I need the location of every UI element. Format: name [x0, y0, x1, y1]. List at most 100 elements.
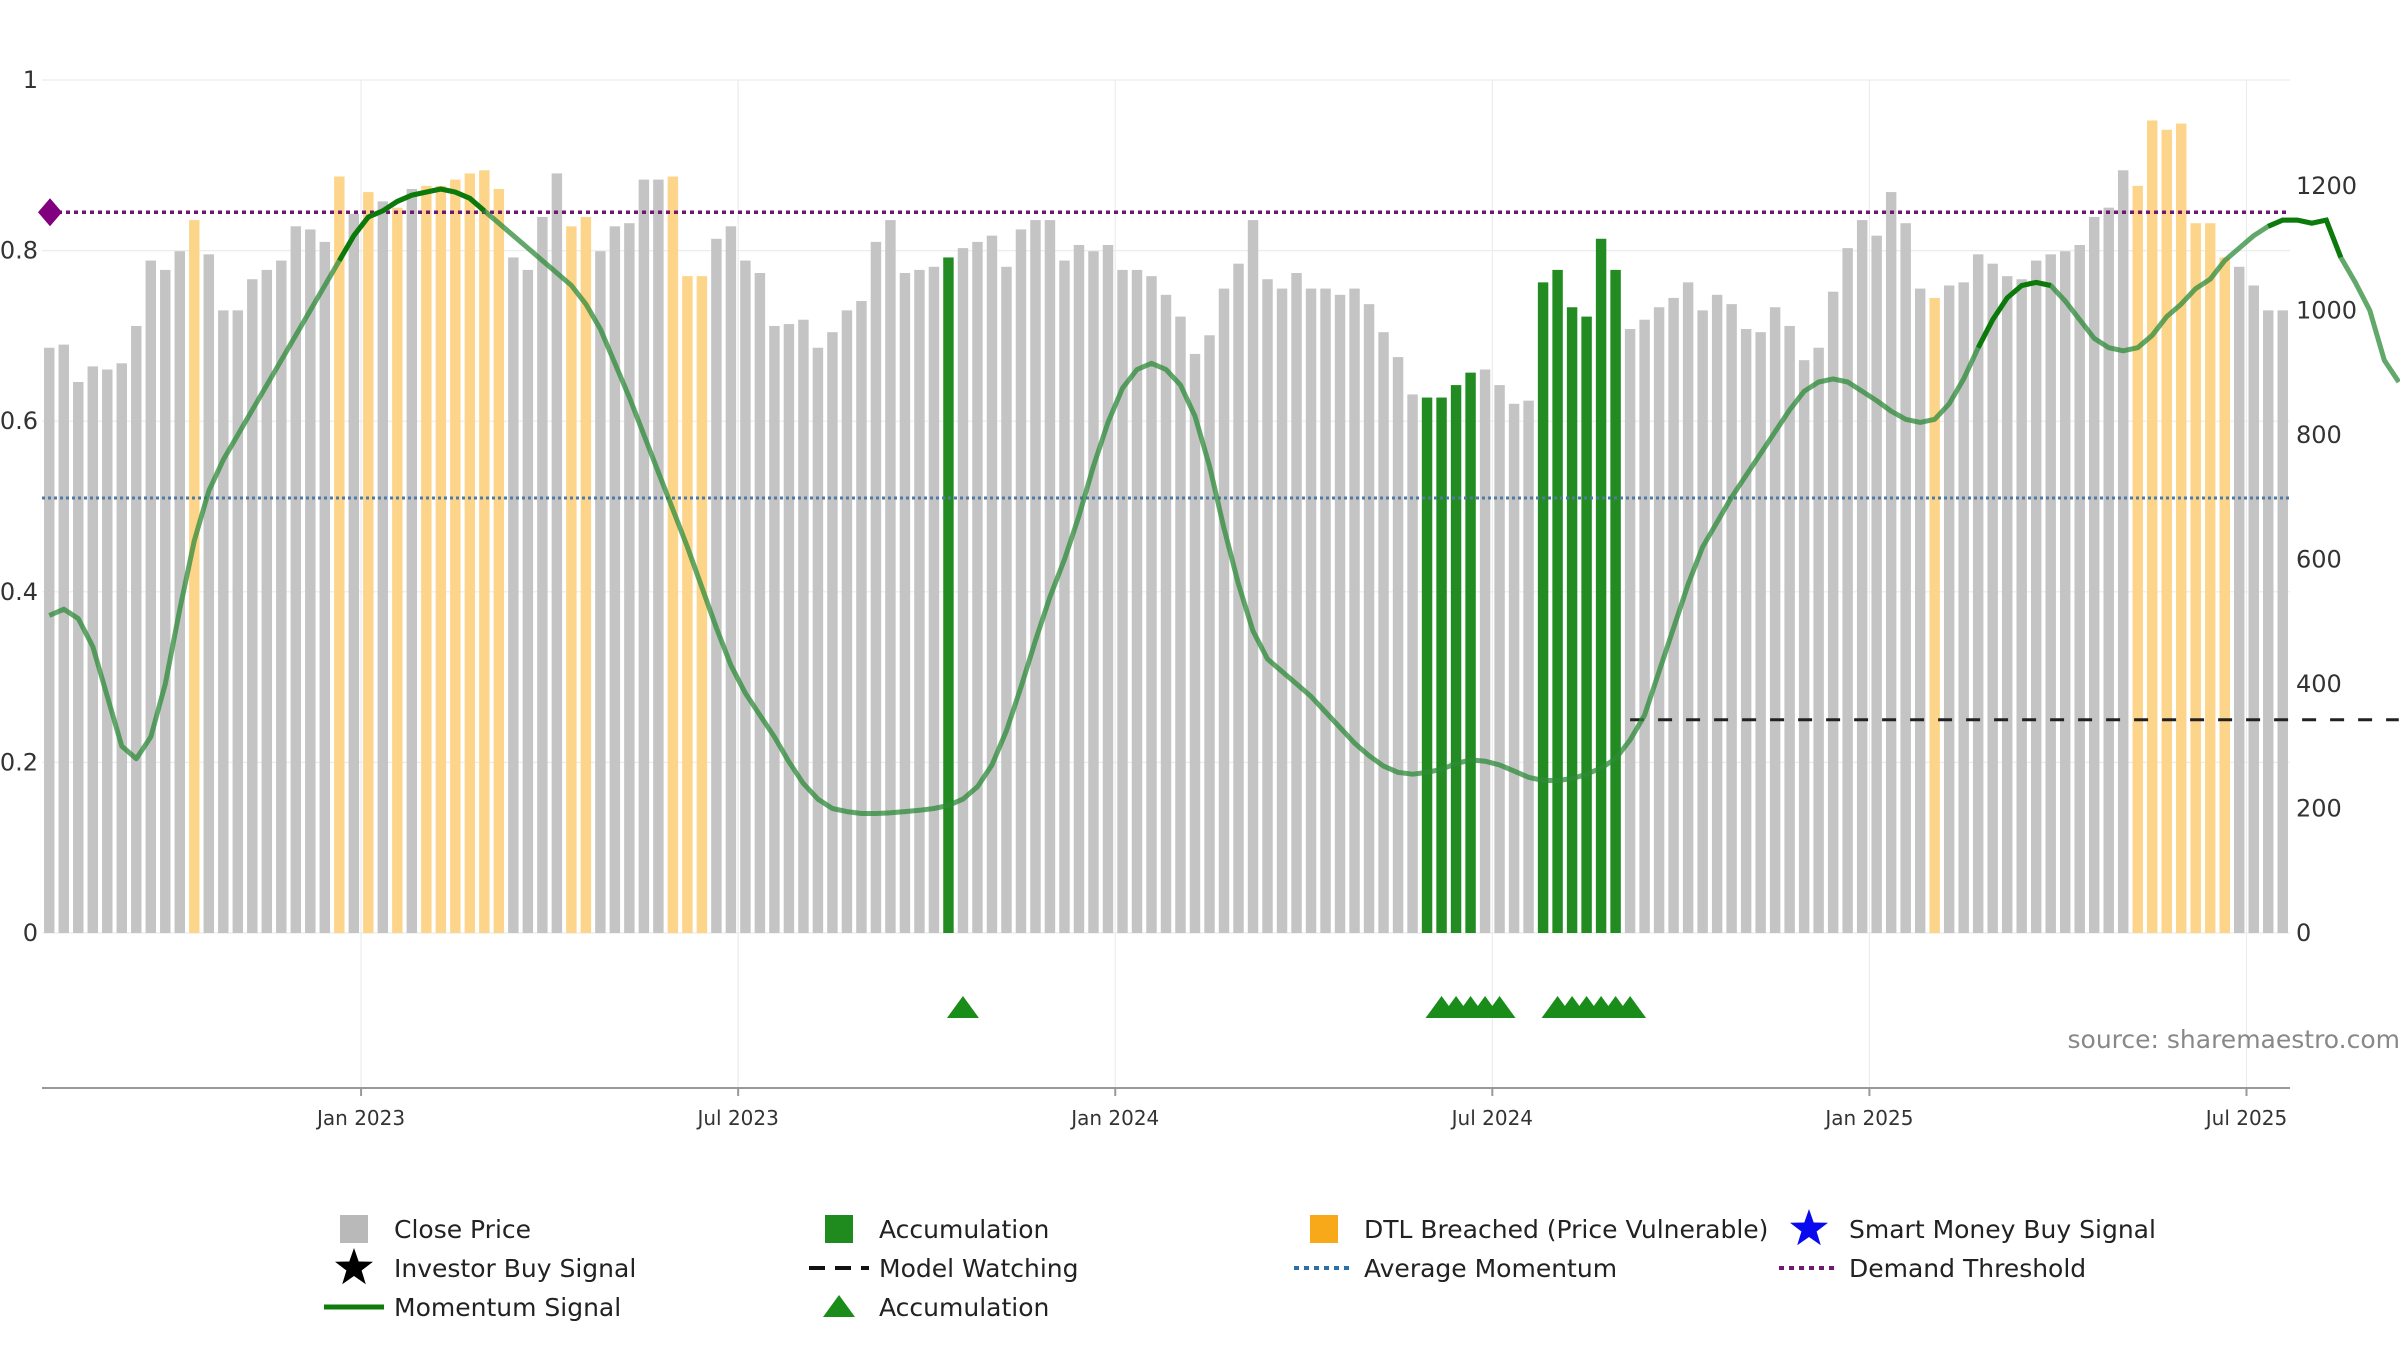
close-price-bar	[1175, 316, 1186, 934]
close-price-bar	[116, 363, 127, 933]
close-price-bar	[174, 251, 186, 933]
dtl-breached-bar	[189, 220, 200, 933]
close-price-bar	[783, 324, 795, 933]
close-price-bar	[856, 301, 867, 933]
source-label: source: sharemaestro.com	[2068, 1025, 2400, 1054]
legend-label: Investor Buy Signal	[394, 1254, 636, 1283]
right-tick-label: 0	[2296, 919, 2311, 947]
close-price-bar	[1639, 319, 1650, 933]
x-tick-label: Jul 2023	[695, 1106, 778, 1130]
close-price-bar	[247, 279, 258, 934]
close-price-bar	[1218, 288, 1230, 933]
close-price-bar	[1523, 400, 1534, 933]
legend-label: Accumulation	[879, 1215, 1049, 1244]
signal-lines	[42, 186, 2400, 816]
accumulation-bar	[1465, 372, 1476, 934]
close-price-bar	[1697, 310, 1708, 933]
close-price-bar	[1624, 329, 1636, 933]
right-tick-label: 600	[2296, 545, 2342, 573]
close-price-bar	[1363, 304, 1375, 933]
dtl-breached-bar	[334, 176, 345, 933]
left-tick-label: 0.4	[0, 578, 38, 606]
close-price-bar	[2001, 276, 2013, 933]
dtl-breached-bar	[2219, 257, 2230, 933]
x-tick-label: Jan 2024	[1069, 1106, 1159, 1130]
close-price-bar	[2088, 216, 2100, 934]
close-price-bar	[145, 260, 156, 934]
dtl-breached-bar	[479, 170, 490, 934]
x-tick-label: Jul 2024	[1450, 1106, 1533, 1130]
close-price-bar	[754, 273, 766, 933]
legend-label: Accumulation	[879, 1293, 1049, 1322]
close-price-bar	[885, 220, 896, 933]
close-price-bar	[1871, 235, 1882, 934]
momentum-signal-bold-segment	[2267, 217, 2344, 259]
close-price-bar	[1769, 307, 1781, 933]
legend-label: Model Watching	[879, 1254, 1079, 1283]
legend-label: Close Price	[394, 1215, 531, 1244]
legend-square-icon	[1310, 1215, 1338, 1243]
legend-triangle-icon	[823, 1295, 855, 1317]
close-price-bar	[508, 257, 519, 933]
close-price-bar	[2074, 244, 2085, 934]
close-price-bar	[1711, 294, 1723, 933]
close-price-bar	[1233, 263, 1244, 933]
close-price-bar	[711, 238, 722, 933]
accumulation-bar	[1566, 307, 1578, 933]
close-price-bar	[1740, 329, 1752, 933]
dtl-breached-bar	[2146, 120, 2158, 933]
close-price-bar	[638, 179, 650, 934]
dtl-breached-bar	[493, 188, 505, 934]
dtl-breached-bar	[2205, 223, 2216, 934]
close-price-bar	[1958, 282, 1969, 933]
dtl-breached-bar	[392, 207, 403, 934]
close-price-bar	[261, 269, 273, 933]
close-price-bar	[899, 273, 911, 933]
close-price-bar	[595, 251, 606, 933]
close-price-bar	[1827, 291, 1839, 933]
close-price-bar	[1073, 244, 1085, 934]
close-price-bar	[609, 226, 621, 934]
close-price-bar	[1943, 285, 1955, 933]
x-tick-label: Jan 2023	[315, 1106, 405, 1130]
dtl-breached-bar	[2176, 123, 2187, 934]
close-price-bar	[928, 266, 940, 933]
dtl-breached-bar	[421, 185, 432, 934]
dtl-breached-bar	[566, 226, 577, 934]
legend-square-icon	[825, 1215, 853, 1243]
accumulation-triangle-marker	[1614, 996, 1647, 1018]
close-price-bar	[1668, 297, 1679, 934]
close-price-bar	[1088, 251, 1099, 933]
accumulation-bar	[943, 257, 954, 933]
close-price-bar	[406, 188, 418, 934]
momentum-signal-bold-segment	[1975, 279, 2052, 349]
close-price-bar	[1059, 260, 1070, 934]
close-price-bar	[798, 319, 809, 933]
left-tick-label: 0.6	[0, 407, 38, 435]
right-tick-label: 200	[2296, 794, 2342, 822]
close-price-bar	[58, 344, 69, 933]
close-price-bar	[1726, 304, 1737, 933]
right-tick-label: 800	[2296, 421, 2342, 449]
close-price-bar	[1378, 332, 1389, 933]
close-price-bar	[986, 235, 998, 934]
close-price-bar	[1117, 269, 1128, 933]
accumulation-triangle-marker	[946, 996, 979, 1018]
close-price-bar	[2248, 285, 2259, 933]
close-price-bar	[1291, 273, 1302, 933]
x-tick-label: Jul 2025	[2204, 1106, 2287, 1130]
close-price-bar	[1015, 229, 1027, 933]
close-price-bar	[2277, 310, 2288, 933]
dtl-breached-bar	[696, 276, 708, 933]
close-price-bar	[624, 223, 635, 934]
close-price-bar	[769, 325, 780, 933]
close-price-bar	[305, 229, 316, 933]
close-price-bar	[1784, 325, 1795, 933]
close-price-bar	[914, 269, 925, 933]
close-price-bar	[1856, 220, 1868, 933]
close-price-bar	[276, 260, 287, 934]
close-price-bar	[537, 216, 548, 934]
accumulation-bar	[1421, 397, 1433, 933]
accumulation-bar	[1552, 269, 1563, 933]
close-price-bar	[1813, 347, 1824, 933]
